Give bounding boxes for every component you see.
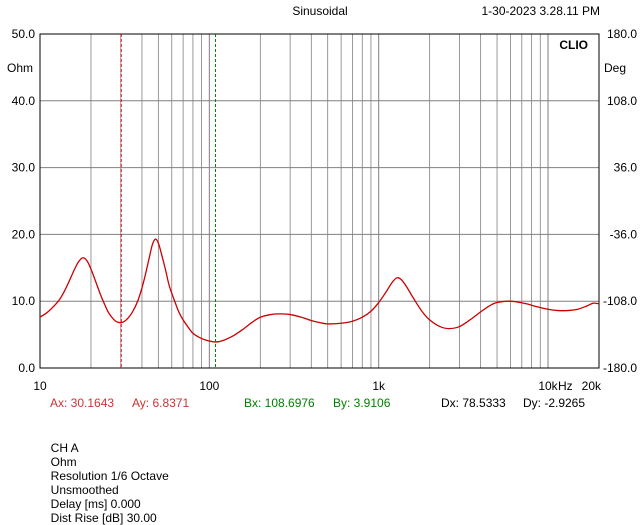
status-bar: CH A Ohm Resolution 1/6 Octave Unsmoothe…: [44, 427, 179, 525]
x-unit-label: Hz: [558, 379, 573, 393]
x-tick-label: 1k: [372, 379, 386, 393]
x-tick-label: 10: [33, 379, 47, 393]
channel-label: CH A: [50, 441, 79, 455]
impedance-curve: [39, 238, 600, 343]
y-right-tick-label: -36.0: [610, 227, 638, 241]
y-right-tick-label: -180.0: [603, 361, 637, 375]
cursor-a-y-readout: Ay: 6.8371: [132, 396, 189, 410]
cursor-b-x-readout: Bx: 108.6976: [244, 396, 315, 410]
x-tick-label: 20k: [582, 379, 602, 393]
y-left-tick-label: 0.0: [18, 361, 35, 375]
y-right-unit: Deg: [604, 61, 626, 75]
x-tick-label: 10k: [538, 379, 558, 393]
unit-label: Ohm: [50, 455, 77, 469]
y-right-tick-label: 180.0: [607, 27, 637, 41]
tick-labels: 0.0 10.0 20.0 30.0 40.0 50.0 -180.0 -108.0 -36.0…: [12, 27, 638, 393]
grid: [40, 34, 599, 368]
cursor-lines: [120, 34, 216, 368]
cursor-a-x-readout: Ax: 30.1643: [50, 396, 114, 410]
y-right-tick-label: 36.0: [614, 161, 638, 175]
plot-border: [39, 33, 600, 369]
resolution-label: Resolution 1/6 Octave: [50, 469, 169, 483]
mode-label: Sinusoidal: [292, 4, 347, 18]
timestamp: 1-30-2023 3.28.11 PM: [481, 4, 600, 18]
brand-label: CLIO: [559, 38, 588, 52]
x-tick-label: 100: [199, 379, 219, 393]
y-left-tick-label: 10.0: [12, 294, 36, 308]
smoothing-label: Unsmoothed: [50, 483, 119, 497]
delta-x-readout: Dx: 78.5333: [441, 396, 506, 410]
delta-y-readout: Dy: -2.9265: [523, 396, 585, 410]
y-right-tick-label: 108.0: [607, 94, 637, 108]
cursor-b-y-readout: By: 3.9106: [333, 396, 391, 410]
y-right-tick-label: -108.0: [603, 294, 637, 308]
y-left-tick-label: 40.0: [12, 94, 36, 108]
y-left-unit: Ohm: [7, 61, 33, 75]
impedance-chart: 0.0 10.0 20.0 30.0 40.0 50.0 -180.0 -108.0 -36.0…: [7, 4, 638, 410]
y-left-tick-label: 30.0: [12, 161, 36, 175]
delay-label: Delay [ms] 0.000: [50, 497, 141, 511]
y-left-tick-label: 50.0: [12, 27, 36, 41]
dist-rise-label: Dist Rise [dB] 30.00: [50, 511, 157, 525]
y-left-tick-label: 20.0: [12, 227, 36, 241]
